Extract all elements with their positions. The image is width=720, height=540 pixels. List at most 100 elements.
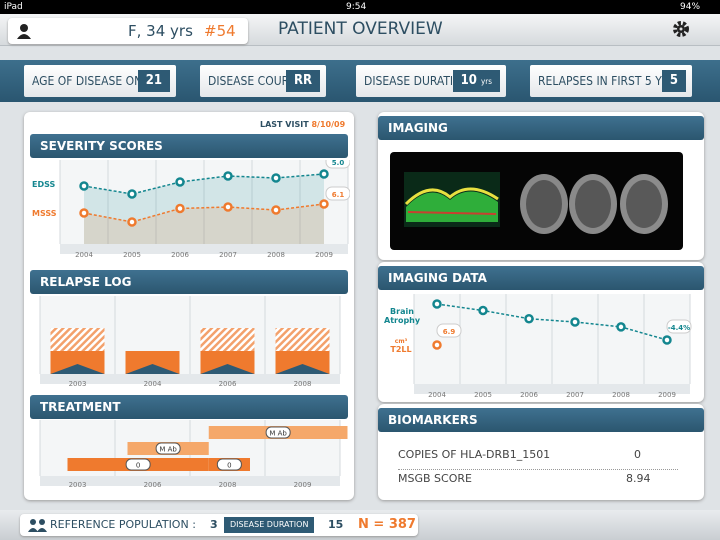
biomarker-value: 0: [634, 448, 641, 461]
device: iPad: [4, 2, 23, 12]
reference-n: N = 387: [358, 517, 416, 532]
last-visit-date: 8/10/09: [311, 120, 346, 129]
relapse-bar-hatched: [200, 328, 255, 351]
x-tick-label: 2007: [566, 391, 584, 399]
x-tick-label: 2009: [294, 481, 312, 489]
point: [79, 208, 89, 218]
severity-chart: 2004 2005 2006 2007 2008 2009 EDSS 5.0 MSSS 6.1: [32, 160, 350, 259]
imaging-picture: [390, 152, 683, 250]
summary-label: AGE OF DISEASE ONSET: [32, 74, 163, 88]
series-label: EDSS: [32, 180, 56, 189]
x-tick-label: 2003: [69, 481, 87, 489]
axis-band: [414, 384, 690, 394]
patient-id: #54: [204, 22, 236, 40]
treatment-badge: [265, 426, 291, 439]
patient: F, 34 yrs: [128, 22, 193, 40]
name: T2LL: [390, 345, 412, 354]
value-label: 6.9: [443, 328, 456, 336]
panel-header: SEVERITY SCORES: [30, 134, 348, 158]
x-tick-label: 2005: [123, 251, 141, 259]
page-title: PATIENT OVERVIEW: [278, 19, 443, 39]
point: [175, 203, 185, 214]
x-tick-label: 2009: [658, 391, 676, 399]
summary-value: RR: [285, 70, 320, 92]
point: [175, 177, 185, 187]
biomarker-row: MSGB SCORE 8.94: [398, 472, 678, 494]
x-tick-label: 2008: [267, 251, 285, 259]
relapse-bar: [50, 351, 105, 374]
point: [662, 335, 672, 345]
axis-band: [60, 244, 348, 254]
point: [127, 189, 137, 199]
value-bubble: [666, 319, 692, 334]
reference-filter[interactable]: DISEASE DURATION: [224, 517, 315, 533]
x-tick-label: 2006: [144, 481, 162, 489]
relapse-marker: [125, 364, 180, 374]
patient-tab[interactable]: F, 34 yrs #54: [8, 18, 248, 44]
summary-value: 5: [661, 70, 686, 92]
x-tick-label: 2005: [474, 391, 492, 399]
x-tick-label: 2004: [144, 380, 162, 388]
relapse-bar: [125, 351, 180, 374]
unit: yrs: [481, 77, 492, 86]
point: [570, 317, 580, 327]
point: [432, 299, 442, 309]
axis-band: [40, 476, 340, 486]
series-label: Brain Atrophy: [384, 307, 421, 325]
point: [271, 205, 281, 215]
series-label: MSSS: [32, 209, 57, 218]
panel-header: TREATMENT: [30, 395, 348, 419]
point: [223, 171, 233, 181]
reference-label: REFERENCE POPULATION :: [50, 518, 196, 531]
reference-bar[interactable]: REFERENCE POPULATION : 3 DISEASE DURATIO…: [20, 514, 418, 536]
last-visit: LAST VISIT 8/10/09: [260, 120, 345, 129]
x-tick-label: 2006: [171, 251, 189, 259]
point: [432, 340, 442, 350]
relapse-marker: [275, 364, 330, 374]
value-bubble: [436, 323, 462, 338]
x-tick-label: 2006: [520, 391, 538, 399]
point: [319, 199, 329, 209]
series-line: [83, 173, 325, 195]
treatment-label: M Ab: [159, 446, 177, 454]
series-line: [436, 303, 668, 341]
relapse-chart: 2003 2004 2006 2008: [39, 296, 341, 388]
point: [271, 173, 281, 183]
x-tick-label: 2004: [75, 251, 93, 259]
summary-value: 10 yrs: [452, 70, 500, 92]
axis-band: [40, 374, 340, 384]
point: [223, 202, 233, 212]
reference-from: 3: [210, 518, 218, 531]
x-tick-label: 2008: [612, 391, 630, 399]
x-tick-label: 2008: [219, 481, 237, 489]
area: [84, 204, 324, 244]
value-label: 6.1: [332, 191, 345, 199]
settings-icon[interactable]: [672, 20, 690, 38]
biomarker-name: MSGB SCORE: [398, 472, 472, 485]
point: [127, 217, 137, 227]
treatment-label: 0: [227, 462, 231, 470]
x-tick-label: 2003: [69, 380, 87, 388]
biomarker-name: COPIES OF HLA-DRB1_1501: [398, 448, 551, 461]
point: [478, 305, 488, 316]
summary-label: DISEASE COURSE: [208, 74, 303, 88]
relapse-bar: [275, 351, 330, 374]
biomarker-value: 8.94: [626, 472, 651, 485]
point: [319, 169, 329, 179]
summary-item: AGE OF DISEASE ONSET 21: [24, 65, 176, 97]
summary-item: DISEASE COURSE RR: [200, 65, 326, 97]
summary-item: DISEASE DURATION 10 yrs: [356, 65, 506, 97]
x-tick-label: 2009: [315, 251, 333, 259]
summary-label: DISEASE DURATION: [364, 74, 470, 88]
value-label: 5.0: [332, 160, 345, 167]
user-icon[interactable]: [16, 23, 32, 39]
treatment-label: M Ab: [269, 430, 287, 438]
group-icon: [28, 519, 47, 532]
point: [524, 313, 534, 324]
x-tick-label: 2008: [294, 380, 312, 388]
summary-value: 21: [137, 70, 170, 92]
series-line: [83, 203, 325, 223]
x-tick-label: 2007: [219, 251, 237, 259]
treatment-badge: [155, 442, 181, 455]
